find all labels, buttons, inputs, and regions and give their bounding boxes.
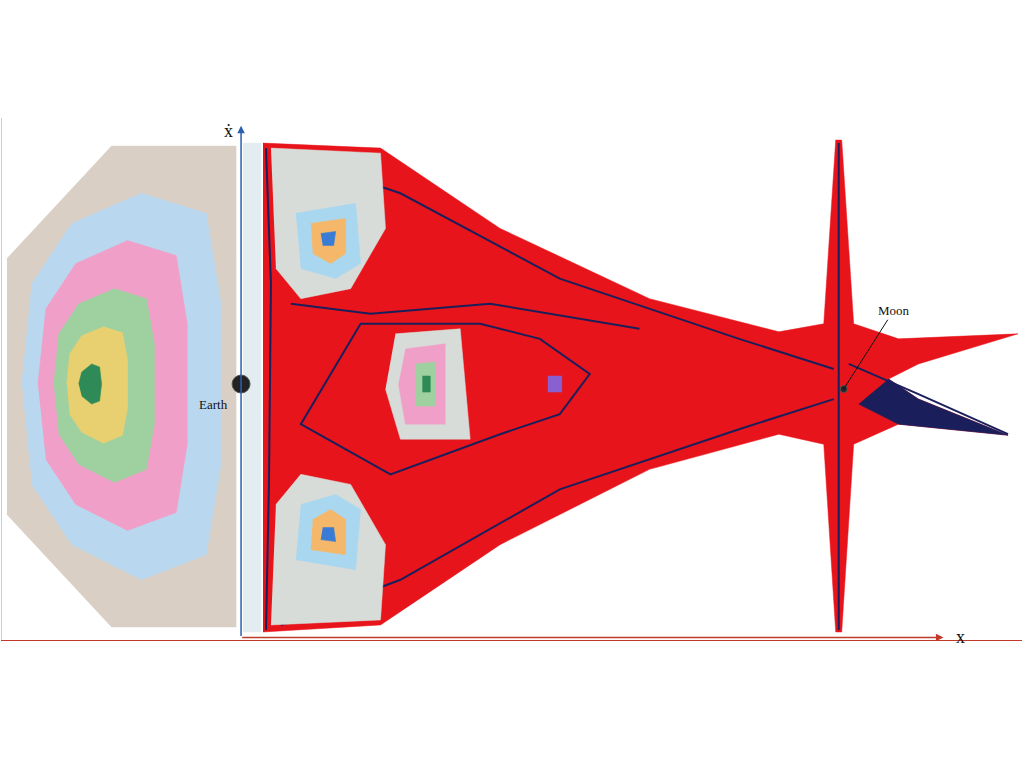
svg-text:ẋ: ẋ	[224, 121, 233, 141]
svg-text:Moon: Moon	[878, 303, 910, 318]
svg-text:x: x	[956, 627, 965, 647]
svg-text:Earth: Earth	[199, 397, 228, 412]
